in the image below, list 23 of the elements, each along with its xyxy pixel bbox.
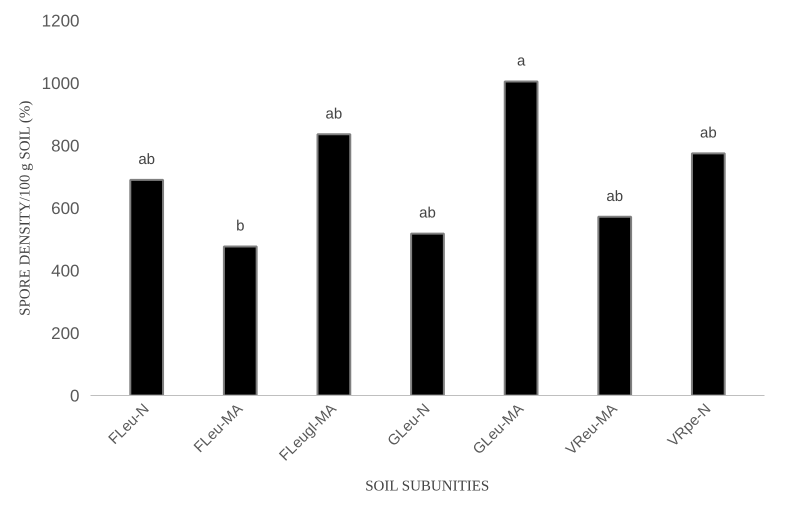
annotation: ab <box>138 150 156 168</box>
y-tick-label: 200 <box>51 324 80 343</box>
y-tick-label: 0 <box>70 386 80 406</box>
annotation: ab <box>326 105 342 122</box>
bar <box>504 80 538 396</box>
annotation: ab <box>419 204 436 222</box>
annotation: a <box>516 52 526 70</box>
bar <box>222 245 258 396</box>
bar <box>129 178 164 396</box>
bar <box>316 133 352 396</box>
annotation: ab <box>700 124 717 142</box>
bar <box>597 216 632 396</box>
x-axis-title: SOIL SUBUNITIES <box>365 478 490 494</box>
y-tick-label: 1200 <box>42 12 80 30</box>
y-tick-label: 400 <box>51 262 80 280</box>
bar <box>690 152 726 396</box>
y-tick-label: 800 <box>51 136 80 156</box>
bar <box>410 232 445 396</box>
annotation: ab <box>606 188 624 205</box>
y-tick-label: 1000 <box>42 74 80 93</box>
y-axis-title: SPORE DENSITY/100 g SOIL (%) <box>18 100 34 316</box>
annotation: b <box>236 217 244 234</box>
y-tick-label: 600 <box>51 199 80 218</box>
